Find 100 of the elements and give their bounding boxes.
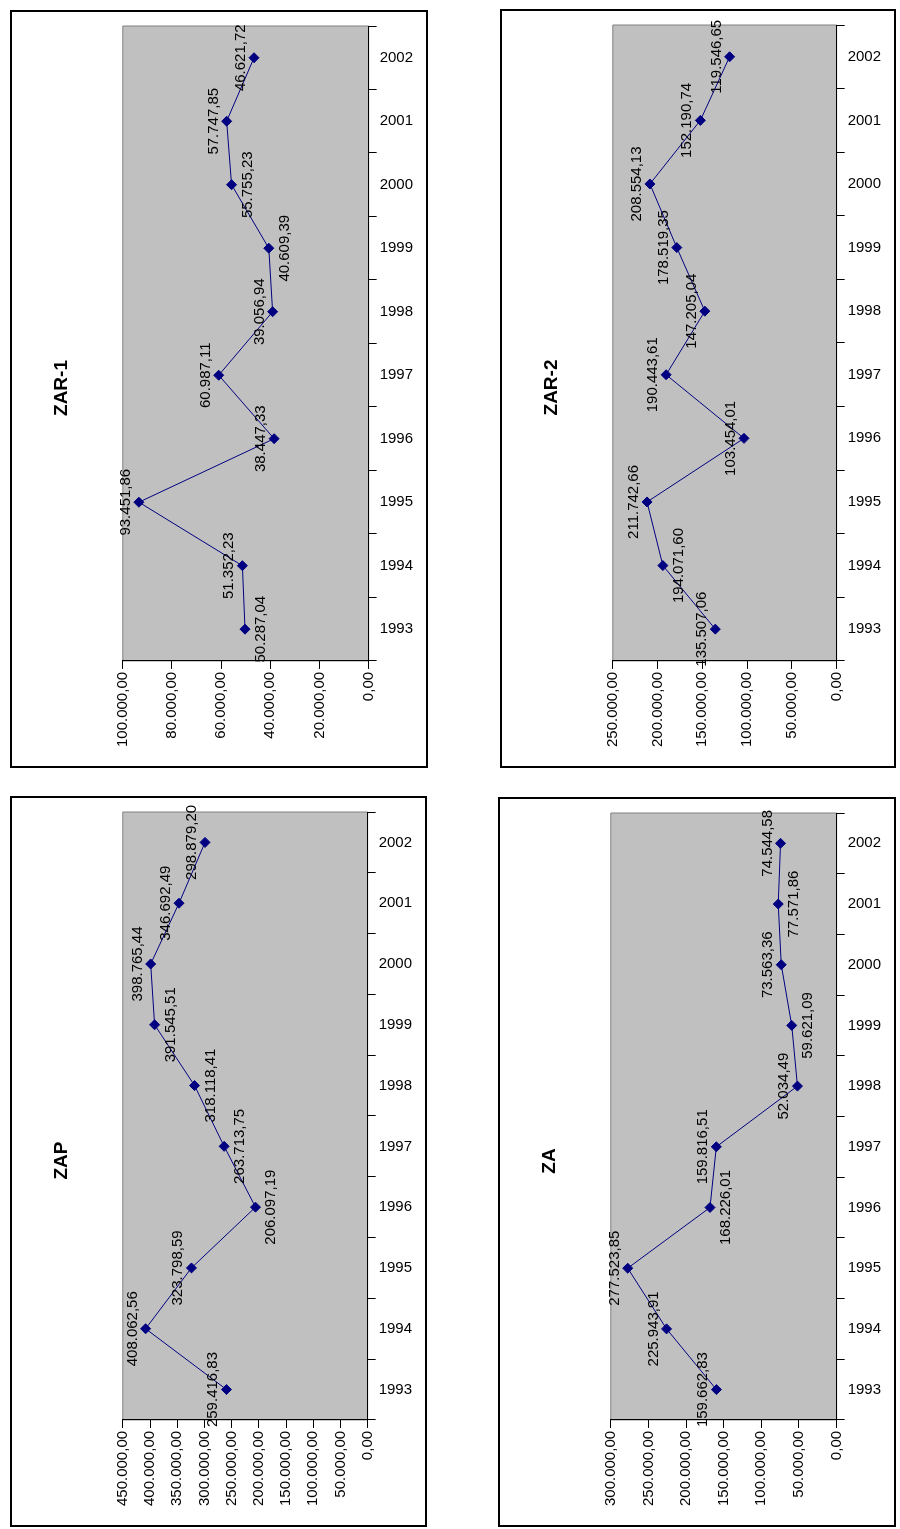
point (641, 496, 653, 508)
y-tick-label: 2001 (379, 111, 414, 129)
point (786, 1019, 798, 1031)
data-label: 277.523,85 (604, 1230, 622, 1306)
x-tick-label: 0,00 (358, 671, 376, 702)
point (133, 496, 145, 508)
point (218, 1140, 230, 1152)
data-label: 60.987,11 (195, 342, 213, 409)
data-label: 178.519,35 (653, 210, 671, 286)
x-tick-label: 250.000,00 (638, 1430, 656, 1506)
x-tick-label: 250.000,00 (221, 1430, 239, 1506)
point (149, 1019, 161, 1031)
y-tick-label: 1998 (379, 301, 414, 319)
data-label: 152.190,74 (677, 82, 695, 158)
data-label: 225.943,91 (643, 1291, 661, 1367)
x-tick-label: 100.000,00 (112, 671, 130, 747)
y-tick-label: 1993 (847, 1379, 882, 1397)
x-tick-label: 50.000,00 (789, 1430, 807, 1498)
point (699, 305, 711, 317)
y-tick-label: 1999 (379, 238, 414, 256)
data-label: 391.545,51 (160, 987, 178, 1063)
point (704, 1202, 716, 1213)
text: ZAR-1 (49, 359, 71, 416)
point (250, 1201, 261, 1213)
x-tick-label: 100.000,00 (303, 1430, 321, 1506)
data-label: 55.755,23 (237, 151, 255, 219)
data-label: 38.447,33 (251, 405, 269, 473)
x-tick-label: 0,00 (826, 671, 844, 702)
x-tick-label: 40.000,00 (260, 671, 278, 739)
y-tick-label: 2000 (379, 174, 414, 192)
y-tick-label: 2002 (379, 47, 414, 65)
x-tick-label: 80.000,00 (162, 671, 180, 739)
data-label: 77.571,86 (784, 870, 802, 938)
data-label: 159.816,51 (693, 1109, 711, 1185)
text: ZAP (49, 1141, 71, 1180)
point (189, 1080, 201, 1092)
y-tick-label: 2000 (378, 954, 413, 972)
y-tick-label: 2001 (847, 894, 882, 912)
data-label: 103.454,01 (721, 400, 739, 476)
y-tick-label: 2002 (847, 833, 882, 851)
y-tick-label: 1993 (847, 619, 882, 637)
point (199, 836, 211, 848)
data-label: 57.747,85 (203, 87, 221, 155)
y-tick-label: 2002 (847, 46, 882, 64)
point (239, 623, 251, 635)
data-label: 194.071,60 (668, 528, 686, 604)
y-tick-label: 1994 (847, 1319, 882, 1337)
data-label: 318.118,41 (200, 1048, 218, 1123)
point (221, 115, 233, 127)
y-tick-label: 1997 (847, 1136, 882, 1154)
data-label: 206.097,19 (261, 1169, 279, 1245)
data-label: 263.713,75 (230, 1108, 248, 1184)
x-tick-label: 100.000,00 (737, 671, 755, 747)
y-tick-label: 2000 (847, 954, 882, 972)
y-tick-label: 1997 (379, 365, 414, 383)
point (660, 369, 672, 381)
point (710, 1384, 722, 1396)
point (710, 1141, 722, 1153)
data-label: 259.416,83 (203, 1351, 221, 1428)
x-tick-label: 150.000,00 (713, 1430, 731, 1506)
point (263, 242, 275, 254)
x-tick-label: 250.000,00 (602, 671, 620, 747)
y-tick-label: 1999 (847, 1015, 882, 1033)
x-tick-label: 20.000,00 (309, 671, 327, 739)
y-tick-label: 1995 (378, 1258, 413, 1276)
x-tick-label: 450.000,00 (112, 1430, 130, 1506)
x-tick-label: 60.000,00 (211, 671, 229, 739)
data-label: 208.554,13 (626, 146, 644, 222)
x-tick-label: 200.000,00 (248, 1430, 266, 1506)
point (671, 242, 683, 254)
data-label: 40.609,39 (274, 214, 292, 282)
x-tick-label: 50.000,00 (782, 671, 800, 739)
y-tick-label: 1996 (847, 1197, 882, 1215)
data-label: 298.879,20 (182, 804, 200, 880)
data-label: 52.034,49 (774, 1052, 792, 1120)
y-tick-label: 1994 (379, 555, 414, 573)
data-label: 147.205,04 (681, 273, 699, 349)
point (775, 837, 787, 849)
y-tick-label: 1999 (378, 1014, 413, 1032)
data-label: 73.563,36 (758, 931, 776, 999)
x-tick-label: 350.000,00 (167, 1430, 185, 1506)
data-label: 168.226,01 (716, 1169, 733, 1246)
data-label: 93.451,86 (115, 468, 133, 536)
x-tick-label: 200.000,00 (647, 671, 665, 747)
point (267, 306, 279, 318)
point (236, 560, 248, 572)
y-tick-label: 1998 (847, 301, 882, 319)
y-tick-label: 1994 (847, 555, 882, 573)
point (709, 623, 721, 635)
x-tick-label: 150.000,00 (276, 1430, 294, 1506)
data-label: 159.662,83 (693, 1352, 711, 1428)
data-label: 190.443,61 (643, 337, 661, 413)
y-tick-label: 1996 (378, 1197, 413, 1215)
data-label: 46.621,72 (231, 24, 249, 92)
point (644, 178, 656, 190)
data-label: 50.287,04 (251, 595, 269, 663)
data-label: 398.765,44 (127, 926, 145, 1002)
point (220, 1384, 232, 1396)
y-tick-label: 2001 (847, 110, 882, 128)
y-tick-label: 1996 (379, 428, 414, 446)
